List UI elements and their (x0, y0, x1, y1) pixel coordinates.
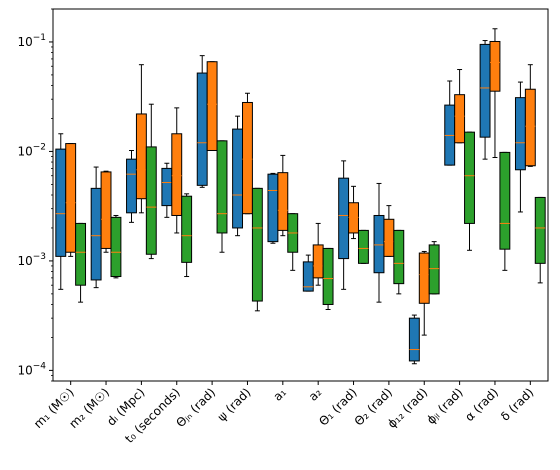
box-group (242, 92, 253, 215)
box-group (348, 185, 359, 240)
x-category-label: Θ₁ (rad) (316, 385, 359, 428)
box-iqr (135, 113, 147, 200)
box-iqr (312, 244, 324, 279)
box-iqr (514, 97, 526, 171)
y-tick-label: 10−1 (17, 33, 46, 49)
box-iqr (373, 214, 385, 274)
box-iqr (338, 177, 350, 260)
box-iqr (428, 244, 440, 295)
boxes-layer (55, 28, 546, 365)
y-tick-label: 10−3 (17, 252, 46, 268)
x-category-label: ϕⱼₗ (rad) (424, 385, 466, 427)
y-axis-ticks: 10−4 10−3 10−2 10−1 (17, 8, 53, 382)
box-group (171, 107, 183, 234)
box-iqr (454, 94, 466, 144)
x-category-label: α (rad) (462, 385, 501, 424)
box-group (383, 205, 395, 257)
box-iqr (418, 252, 430, 304)
box-group (251, 187, 263, 312)
box-iqr (196, 72, 208, 186)
box-group (161, 162, 173, 218)
box-group (428, 241, 440, 295)
box-iqr (65, 143, 77, 253)
x-category-label: a₂ (306, 385, 325, 404)
box-iqr (126, 158, 137, 214)
x-axis-category-labels: m₁ (M☉)m₂ (M☉)dₗ (Mpc)t₀ (seconds)Θⱼₙ (r… (31, 381, 536, 446)
box-group (277, 154, 289, 237)
box-group (489, 28, 501, 159)
box-iqr (242, 101, 253, 215)
box-iqr (408, 317, 420, 362)
box-iqr (145, 146, 157, 255)
box-iqr (251, 187, 263, 302)
box-iqr (489, 40, 501, 92)
box-group (357, 229, 369, 264)
box-group (65, 143, 77, 257)
box-iqr (277, 172, 289, 231)
x-category-label: δ (rad) (498, 385, 536, 423)
box-group (287, 213, 299, 271)
box-group (499, 151, 511, 271)
box-group (145, 103, 157, 260)
box-group (418, 250, 430, 336)
box-group (302, 254, 314, 292)
box-group (514, 81, 526, 213)
box-group (55, 133, 67, 290)
box-iqr (161, 167, 173, 207)
box-iqr (181, 195, 193, 263)
box-iqr (479, 43, 491, 138)
box-group (181, 193, 193, 278)
box-group (267, 172, 279, 244)
box-iqr (383, 218, 395, 257)
box-group (322, 247, 334, 310)
box-iqr (206, 61, 218, 151)
box-group (534, 196, 546, 284)
box-group (408, 314, 420, 365)
box-iqr (110, 216, 122, 278)
box-iqr (322, 247, 334, 305)
plot-frame (52, 8, 549, 382)
box-group (524, 64, 536, 167)
box-group (373, 182, 385, 303)
box-group (479, 40, 491, 160)
box-iqr (232, 128, 244, 229)
box-iqr (393, 229, 405, 285)
box-group (444, 80, 456, 166)
box-group (196, 55, 208, 188)
box-group (126, 149, 137, 223)
box-group (206, 61, 218, 151)
box-iqr (55, 148, 67, 257)
box-iqr (171, 133, 183, 216)
box-group (90, 166, 102, 289)
box-iqr (499, 151, 511, 250)
box-group (464, 131, 475, 251)
box-group (232, 115, 244, 237)
box-group (312, 222, 324, 286)
y-tick-label: 10−2 (17, 142, 46, 158)
box-group (216, 140, 228, 253)
box-group (110, 214, 122, 279)
box-iqr (100, 171, 112, 249)
box-group (135, 64, 147, 214)
box-iqr (464, 131, 475, 224)
box-group (454, 69, 466, 144)
box-iqr (75, 222, 87, 286)
box-iqr (90, 187, 102, 281)
x-category-label: ψ (rad) (215, 385, 254, 424)
box-group (75, 222, 87, 303)
box-iqr (216, 140, 228, 234)
box-iqr (524, 88, 536, 167)
box-group (393, 229, 405, 295)
box-group (100, 170, 112, 253)
box-iqr (534, 196, 546, 264)
x-category-label: a₁ (270, 385, 289, 404)
box-iqr (267, 173, 279, 243)
box-iqr (357, 229, 369, 264)
y-tick-label: 10−4 (17, 361, 46, 377)
x-category-label: Θⱼₙ (rad) (173, 385, 218, 430)
box-group (338, 160, 350, 290)
